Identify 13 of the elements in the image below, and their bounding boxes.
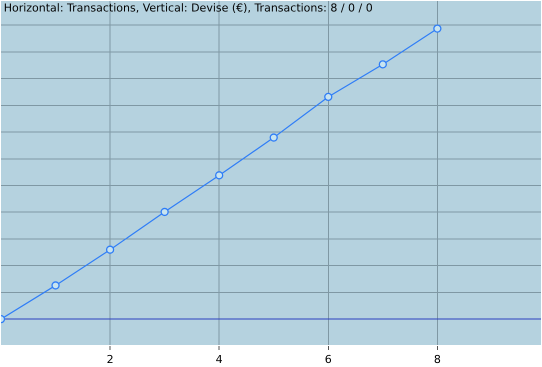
x-tick-label: 4 (216, 353, 223, 366)
point (106, 246, 114, 254)
point (270, 133, 278, 142)
chart-title: Horizontal: Transactions, Vertical: Devise (€), Transactions: 8 / 0 / 0 (4, 1, 373, 14)
x-tick-label: 8 (434, 353, 441, 366)
point (433, 24, 442, 33)
x-tick-label: 2 (106, 353, 114, 366)
point (324, 92, 332, 102)
point (51, 281, 60, 290)
point (160, 208, 169, 216)
point (378, 60, 387, 68)
x-tick-label: 6 (324, 353, 332, 366)
point (215, 171, 224, 180)
